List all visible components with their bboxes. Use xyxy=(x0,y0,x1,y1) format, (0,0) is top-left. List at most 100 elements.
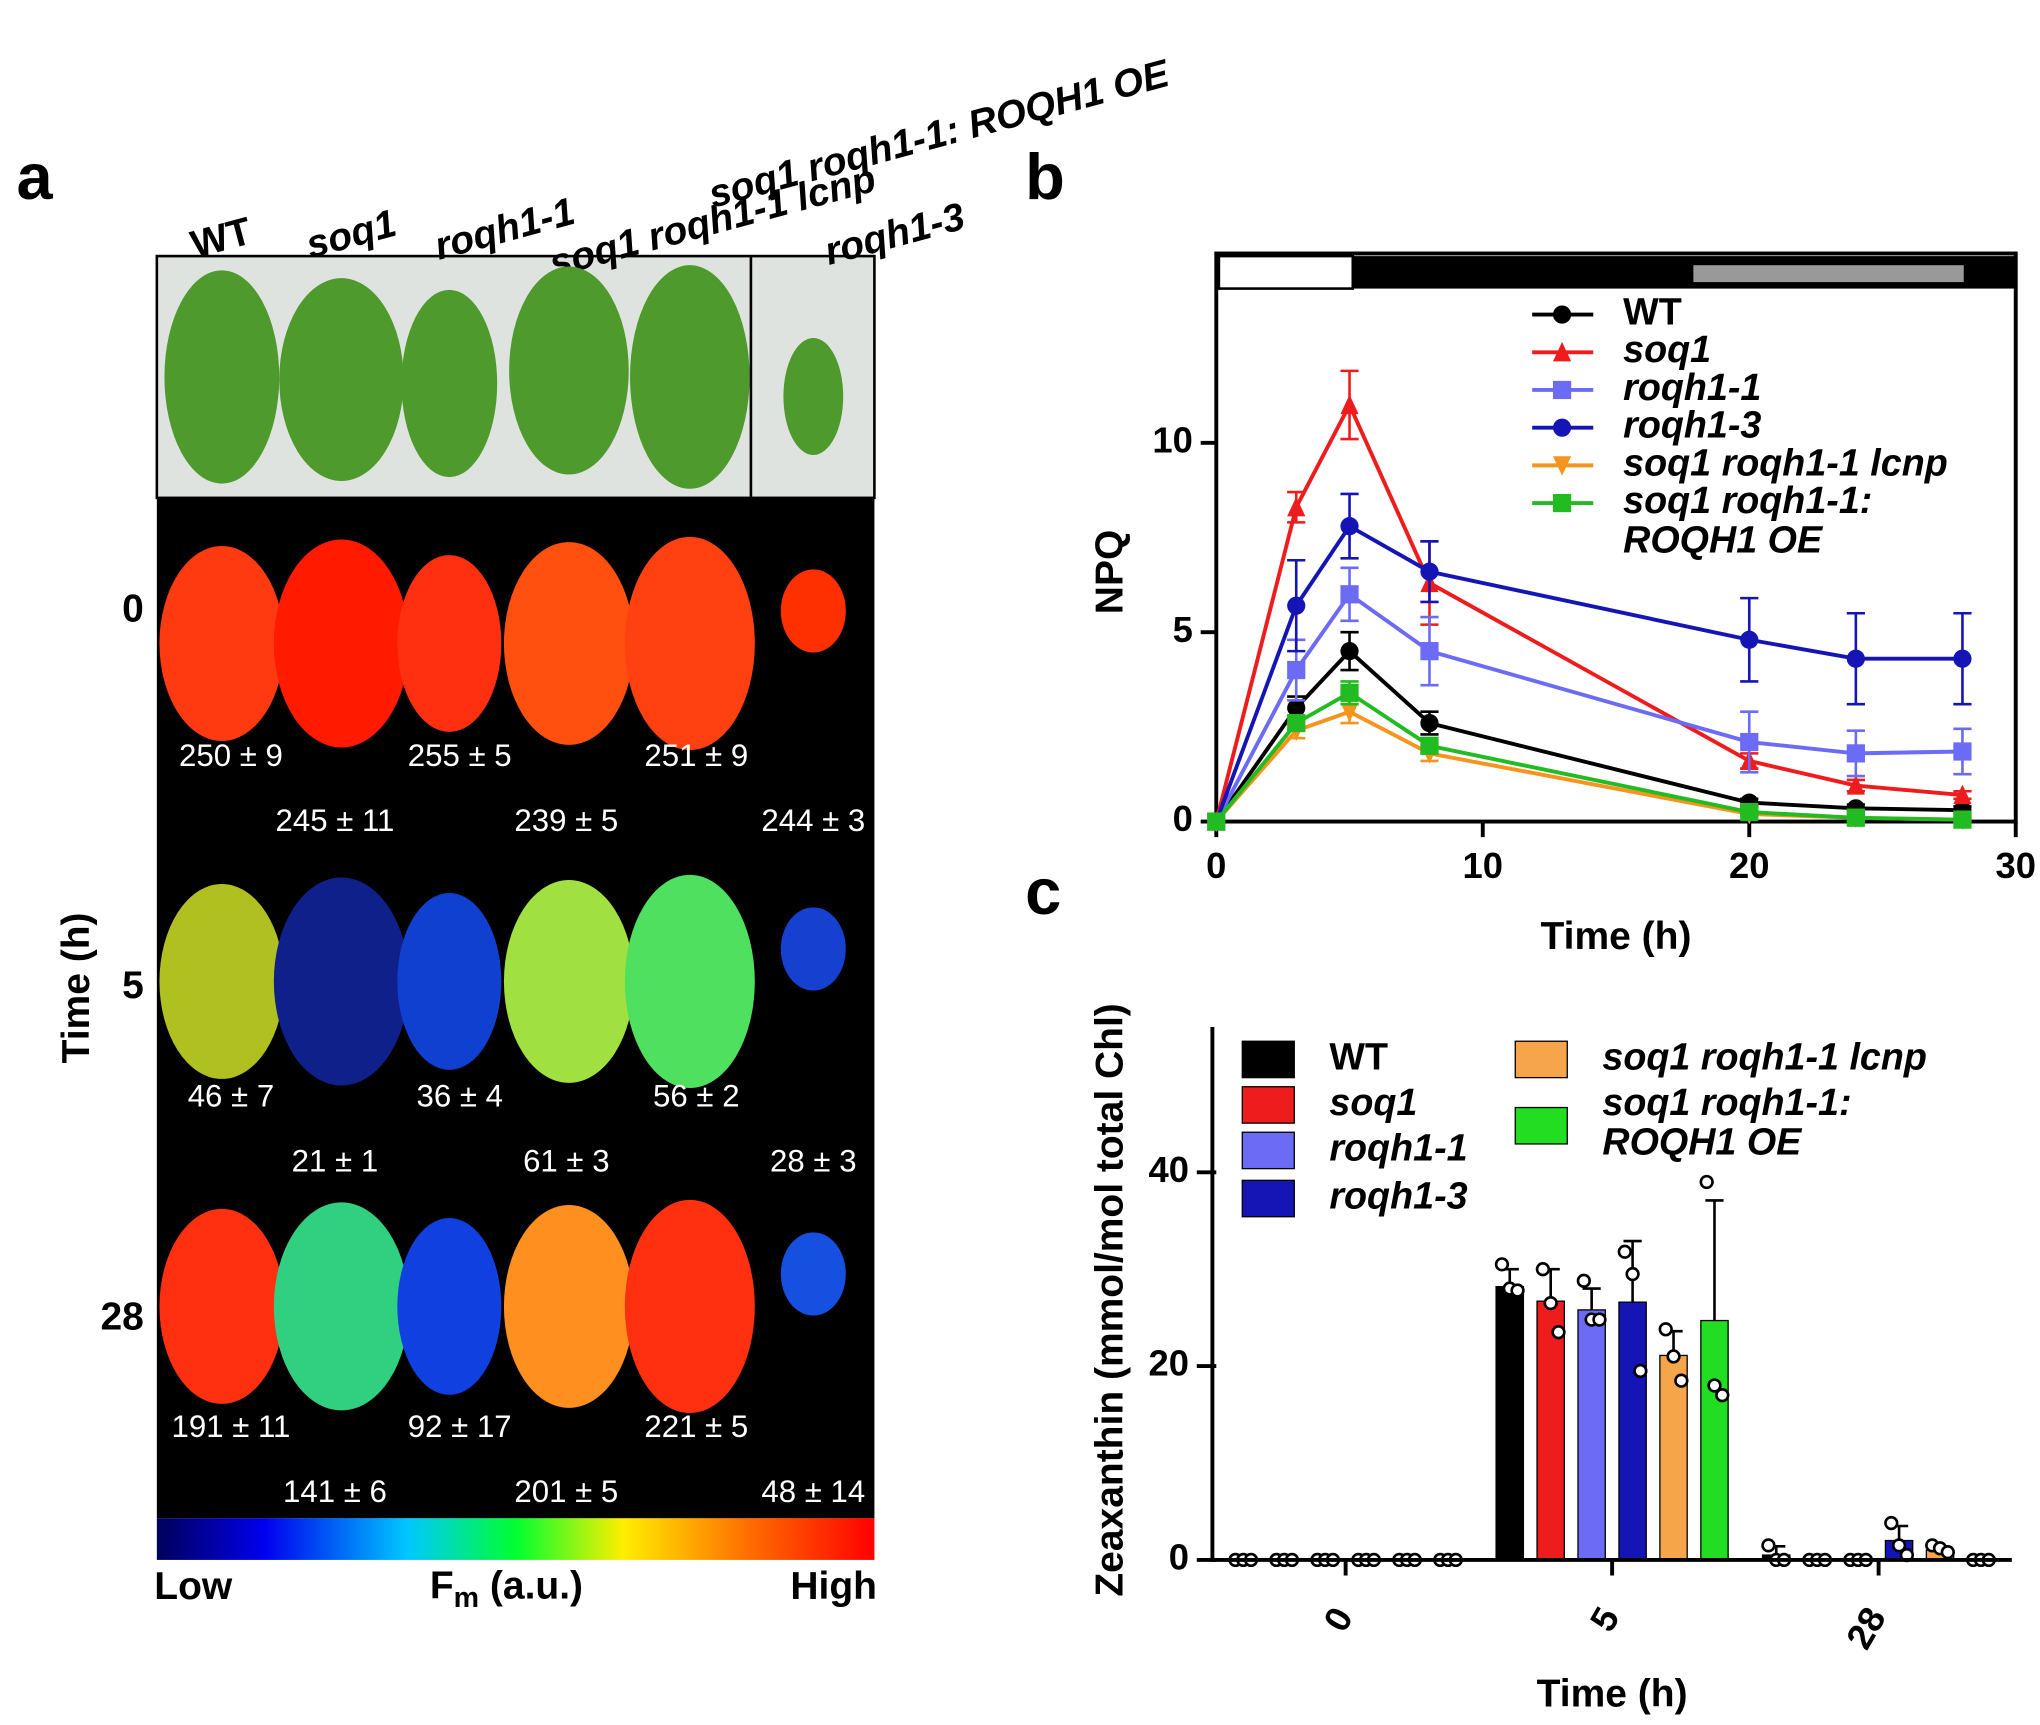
marker xyxy=(1340,394,1359,415)
legend-swatch xyxy=(1241,1040,1295,1079)
y-tick-label: 20 xyxy=(1149,1343,1189,1384)
replicate-point xyxy=(1674,1373,1689,1388)
legend-swatch xyxy=(1514,1106,1568,1145)
marker xyxy=(1552,493,1572,513)
replicate-point xyxy=(1707,1378,1722,1393)
fm-value: 36 ± 4 xyxy=(416,1079,502,1114)
colorbar-high: High xyxy=(790,1565,877,1608)
leaf-fluorescence xyxy=(624,1199,755,1414)
marker xyxy=(1552,456,1572,476)
fm-value: 46 ± 7 xyxy=(188,1079,274,1114)
replicate-point xyxy=(1576,1273,1591,1288)
marker xyxy=(1420,642,1439,661)
marker xyxy=(1340,683,1359,702)
marker xyxy=(1287,496,1306,517)
leaf-fluorescence xyxy=(780,569,846,653)
marker xyxy=(1846,808,1865,827)
x-tick-label: 10 xyxy=(1463,845,1503,886)
leaf-fluorescence xyxy=(159,1208,285,1404)
bar xyxy=(1618,1301,1647,1561)
leaf-fluorescence xyxy=(503,542,634,745)
marker xyxy=(1740,732,1759,752)
replicate-point xyxy=(1761,1538,1776,1553)
leaf-fluorescence xyxy=(273,539,410,748)
fm-value: 61 ± 3 xyxy=(523,1144,609,1179)
y-tick-label: 5 xyxy=(1173,609,1193,650)
replicate-point xyxy=(1666,1349,1681,1364)
fm-value: 48 ± 14 xyxy=(761,1474,865,1509)
fm-value: 251 ± 9 xyxy=(644,738,748,773)
leaf xyxy=(164,270,280,484)
y-tick-label: 0 xyxy=(1169,1537,1189,1578)
legend-swatch xyxy=(1241,1179,1295,1218)
time-label: 5 xyxy=(122,964,144,1007)
legend-label: soq1 roqh1-1: ROQH1 OE xyxy=(1602,1081,1851,1163)
panel-label: c xyxy=(1025,855,1061,928)
y-tick-label: 10 xyxy=(1152,419,1192,460)
light-bar-gray xyxy=(1693,265,1964,283)
replicate-point xyxy=(1884,1515,1899,1531)
legend-label: WT xyxy=(1329,1035,1388,1077)
marker xyxy=(1552,341,1572,362)
legend-swatch xyxy=(1514,1040,1568,1079)
time-label: 0 xyxy=(122,587,144,630)
leaf-fluorescence xyxy=(397,893,502,1070)
x-tick-label: 30 xyxy=(1996,845,2036,886)
marker xyxy=(1420,713,1439,733)
marker xyxy=(1953,810,1972,829)
replicate-point xyxy=(1658,1322,1673,1337)
legend-label: roqh1-3 xyxy=(1623,404,1761,446)
marker xyxy=(1846,744,1865,763)
legend-label: roqh1-3 xyxy=(1329,1174,1467,1216)
marker xyxy=(1953,742,1972,761)
marker xyxy=(1953,649,1972,668)
fm-value: 21 ± 1 xyxy=(292,1144,378,1179)
leaf-fluorescence xyxy=(397,1218,502,1395)
fm-value: 250 ± 9 xyxy=(179,738,283,773)
marker xyxy=(1287,713,1306,733)
replicate-point xyxy=(1551,1325,1566,1340)
replicate-point xyxy=(1494,1257,1510,1272)
y-tick-label: 40 xyxy=(1149,1149,1189,1190)
fm-value: 92 ± 17 xyxy=(408,1409,512,1444)
leaf xyxy=(783,337,844,455)
legend-label: soq1 roqh1-1 lcnp xyxy=(1623,441,1948,483)
fm-value: 141 ± 6 xyxy=(283,1474,387,1509)
y-tick-label: 0 xyxy=(1173,798,1193,839)
colorbar xyxy=(156,1518,875,1560)
leaf-fluorescence xyxy=(503,880,634,1083)
replicate-point xyxy=(1891,1538,1907,1553)
leaf xyxy=(509,266,629,475)
marker xyxy=(1552,418,1572,437)
error-bar xyxy=(1705,1199,1724,1321)
fm-value: 191 ± 11 xyxy=(172,1409,291,1444)
light-bar xyxy=(1217,254,1355,290)
fm-value: 245 ± 11 xyxy=(276,803,395,838)
y-axis-label: Zeaxanthin (mmol/mol total Chl) xyxy=(1089,1003,1132,1596)
plot-frame xyxy=(1214,251,2018,824)
bar xyxy=(1659,1354,1688,1561)
fm-value: 255 ± 5 xyxy=(408,738,512,773)
colorbar-low: Low xyxy=(154,1565,233,1608)
replicate-point xyxy=(1633,1363,1648,1379)
marker xyxy=(1287,660,1306,680)
fm-value: 201 ± 5 xyxy=(514,1474,618,1509)
marker xyxy=(1953,784,1972,805)
marker xyxy=(1420,736,1439,755)
replicate-point xyxy=(1940,1545,1955,1560)
fm-value: 28 ± 3 xyxy=(770,1144,856,1179)
marker xyxy=(1287,698,1306,718)
legend-label: soq1 roqh1-1 lcnp xyxy=(1602,1035,1927,1077)
genotype-label: soq1 roqh1-1: ROQH1 OE xyxy=(704,52,1174,217)
colorbar-label-part: F xyxy=(430,1565,454,1608)
bar xyxy=(1700,1319,1729,1561)
leaf-fluorescence xyxy=(624,536,755,751)
leaf-fluorescence xyxy=(273,877,410,1086)
leaf-fluorescence xyxy=(397,555,502,732)
panel-label: a xyxy=(16,140,53,213)
legend-label: soq1 xyxy=(1329,1081,1417,1123)
leaf-fluorescence xyxy=(780,907,846,991)
marker xyxy=(1846,775,1865,795)
leaf xyxy=(279,278,404,481)
bar xyxy=(1495,1285,1525,1561)
